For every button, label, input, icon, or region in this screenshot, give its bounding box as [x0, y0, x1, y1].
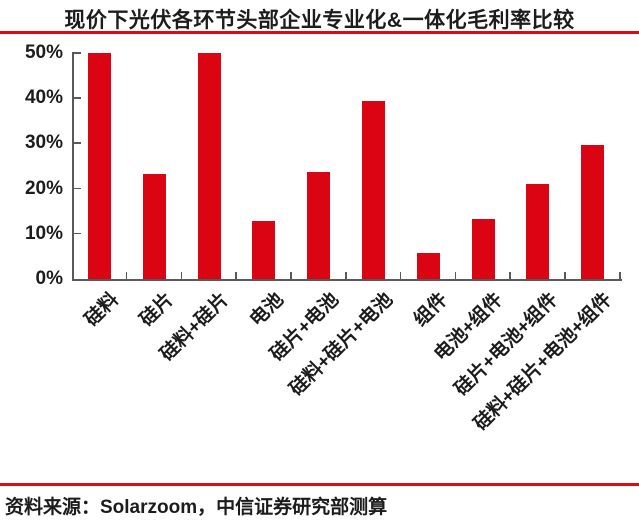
x-category-label: 硅料+硅片+电池	[286, 289, 398, 401]
y-tick-mark	[74, 142, 81, 144]
source-note: 资料来源：Solarzoom，中信证券研究部测算	[5, 497, 388, 518]
x-tick-mark	[454, 272, 457, 279]
x-tick-mark	[180, 272, 183, 279]
x-tick-mark	[564, 272, 566, 279]
y-tick-label: 50%	[24, 42, 63, 63]
bar	[252, 221, 276, 279]
x-axis-line	[72, 279, 622, 281]
x-category-label: 硅料	[81, 289, 124, 331]
bar	[416, 253, 440, 279]
y-tick-label: 10%	[24, 222, 63, 244]
y-tick-mark	[74, 187, 81, 190]
x-tick-mark	[290, 272, 292, 279]
bar	[197, 53, 221, 279]
bar	[307, 172, 331, 279]
y-tick-label: 40%	[24, 87, 63, 109]
title-underline-rule	[0, 31, 639, 34]
x-tick-mark	[125, 272, 128, 279]
x-tick-mark	[509, 272, 511, 279]
y-tick-mark	[74, 97, 81, 99]
x-tick-mark	[619, 272, 621, 279]
y-tick-label: 0%	[35, 268, 63, 289]
bar	[471, 219, 495, 279]
x-category-label: 组件	[410, 289, 453, 331]
x-category-label: 硅片	[136, 289, 179, 331]
x-category-label: 电池	[245, 289, 288, 331]
y-axis-line	[72, 52, 74, 281]
bar	[87, 53, 111, 279]
footer-rule	[0, 483, 639, 486]
x-tick-mark	[399, 272, 402, 279]
x-tick-mark	[345, 272, 347, 279]
bar	[142, 174, 166, 279]
x-tick-mark	[235, 272, 237, 279]
y-tick-mark	[74, 232, 81, 235]
y-tick-mark	[74, 52, 81, 54]
bar	[361, 101, 385, 279]
chart-title: 现价下光伏各环节头部企业专业化&一体化毛利率比较	[64, 9, 575, 32]
y-tick-label: 20%	[24, 177, 63, 199]
bar	[581, 145, 605, 279]
bar	[526, 184, 550, 279]
y-tick-label: 30%	[24, 132, 63, 154]
